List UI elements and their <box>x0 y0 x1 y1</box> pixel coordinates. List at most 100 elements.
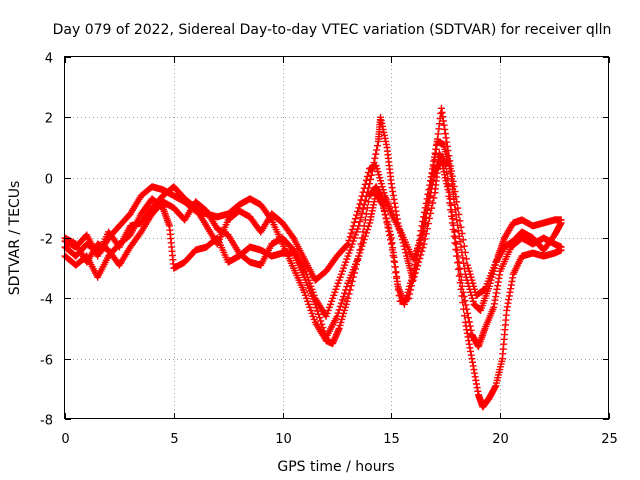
data-point <box>345 290 353 298</box>
data-point <box>453 198 461 206</box>
data-point <box>454 204 462 212</box>
data-point <box>373 142 381 150</box>
data-point <box>420 240 428 248</box>
x-tick-label: 20 <box>492 432 509 447</box>
data-points <box>61 104 565 411</box>
data-point <box>451 234 459 242</box>
data-point <box>464 309 472 317</box>
data-point <box>394 286 402 294</box>
data-point <box>446 195 454 203</box>
data-point <box>319 324 327 332</box>
data-point <box>315 310 323 318</box>
data-point <box>385 227 393 235</box>
data-point <box>393 280 401 288</box>
data-point <box>458 229 466 237</box>
data-point <box>336 302 344 310</box>
data-point <box>454 227 462 235</box>
data-point <box>348 277 356 285</box>
data-point <box>428 177 436 185</box>
y-tick-label: 2 <box>45 112 53 127</box>
data-point <box>424 220 432 228</box>
y-axis-label: SDTVAR / TECUs <box>7 181 23 296</box>
data-point <box>358 209 366 217</box>
data-point <box>341 289 349 297</box>
chart-title: Day 079 of 2022, Sidereal Day-to-day VTE… <box>53 22 612 38</box>
data-point <box>447 167 455 175</box>
data-point <box>391 263 399 271</box>
data-point <box>444 147 452 155</box>
data-point <box>335 306 343 314</box>
data-point <box>453 216 461 224</box>
data-point <box>412 265 420 273</box>
data-point <box>425 192 433 200</box>
data-point <box>362 229 370 237</box>
data-point <box>390 257 398 265</box>
data-point <box>455 210 463 218</box>
data-point <box>356 246 364 254</box>
tick-labels: 0 5 10 15 20 25 -8 -6 -4 -2 0 2 4 <box>40 52 618 448</box>
data-point <box>462 301 470 309</box>
data-point <box>359 188 367 196</box>
data-point <box>459 254 467 262</box>
data-point <box>351 215 359 223</box>
data-point <box>343 241 351 249</box>
data-point <box>459 236 467 244</box>
data-point <box>423 206 431 214</box>
data-point <box>465 318 473 326</box>
data-point <box>447 162 455 170</box>
data-point <box>407 286 415 294</box>
y-tick-label: 0 <box>45 173 53 188</box>
data-point <box>363 226 371 234</box>
data-point <box>345 236 353 244</box>
data-point <box>448 208 456 216</box>
data-point <box>467 326 475 334</box>
data-point <box>462 255 470 263</box>
x-tick-label: 15 <box>383 432 400 447</box>
data-point <box>362 176 370 184</box>
data-point <box>460 259 468 267</box>
data-point <box>407 282 415 290</box>
data-point <box>393 274 401 282</box>
data-point <box>459 288 467 296</box>
data-point <box>349 222 357 230</box>
data-point <box>417 251 425 259</box>
y-tick-label: -8 <box>40 414 53 429</box>
data-point <box>429 170 437 178</box>
data-point <box>346 233 354 241</box>
x-tick-label: 0 <box>61 432 69 447</box>
data-point <box>360 201 368 209</box>
data-point <box>402 249 410 257</box>
data-point <box>450 182 458 190</box>
x-tick-label: 5 <box>170 432 178 447</box>
y-tick-label: -4 <box>40 293 53 308</box>
data-point <box>382 215 390 223</box>
data-point <box>454 265 462 273</box>
data-point <box>414 262 422 270</box>
data-point <box>358 234 366 242</box>
data-point <box>430 163 438 171</box>
data-point <box>449 177 457 185</box>
data-point <box>428 204 436 212</box>
data-point <box>348 226 356 234</box>
data-point <box>447 201 455 209</box>
data-point <box>361 216 369 224</box>
data-point <box>318 320 326 328</box>
data-point <box>288 232 296 240</box>
data-point <box>353 211 361 219</box>
data-point <box>383 219 391 227</box>
data-point <box>355 204 363 212</box>
data-point <box>422 213 430 221</box>
data-point <box>416 255 424 263</box>
data-point <box>420 228 428 236</box>
data-point <box>356 200 364 208</box>
data-point <box>460 293 468 301</box>
data-point <box>338 296 346 304</box>
data-point <box>446 157 454 165</box>
data-point <box>427 185 435 193</box>
data-point <box>457 243 465 251</box>
data-point <box>456 217 464 225</box>
data-point <box>423 225 431 233</box>
data-point <box>421 235 429 243</box>
